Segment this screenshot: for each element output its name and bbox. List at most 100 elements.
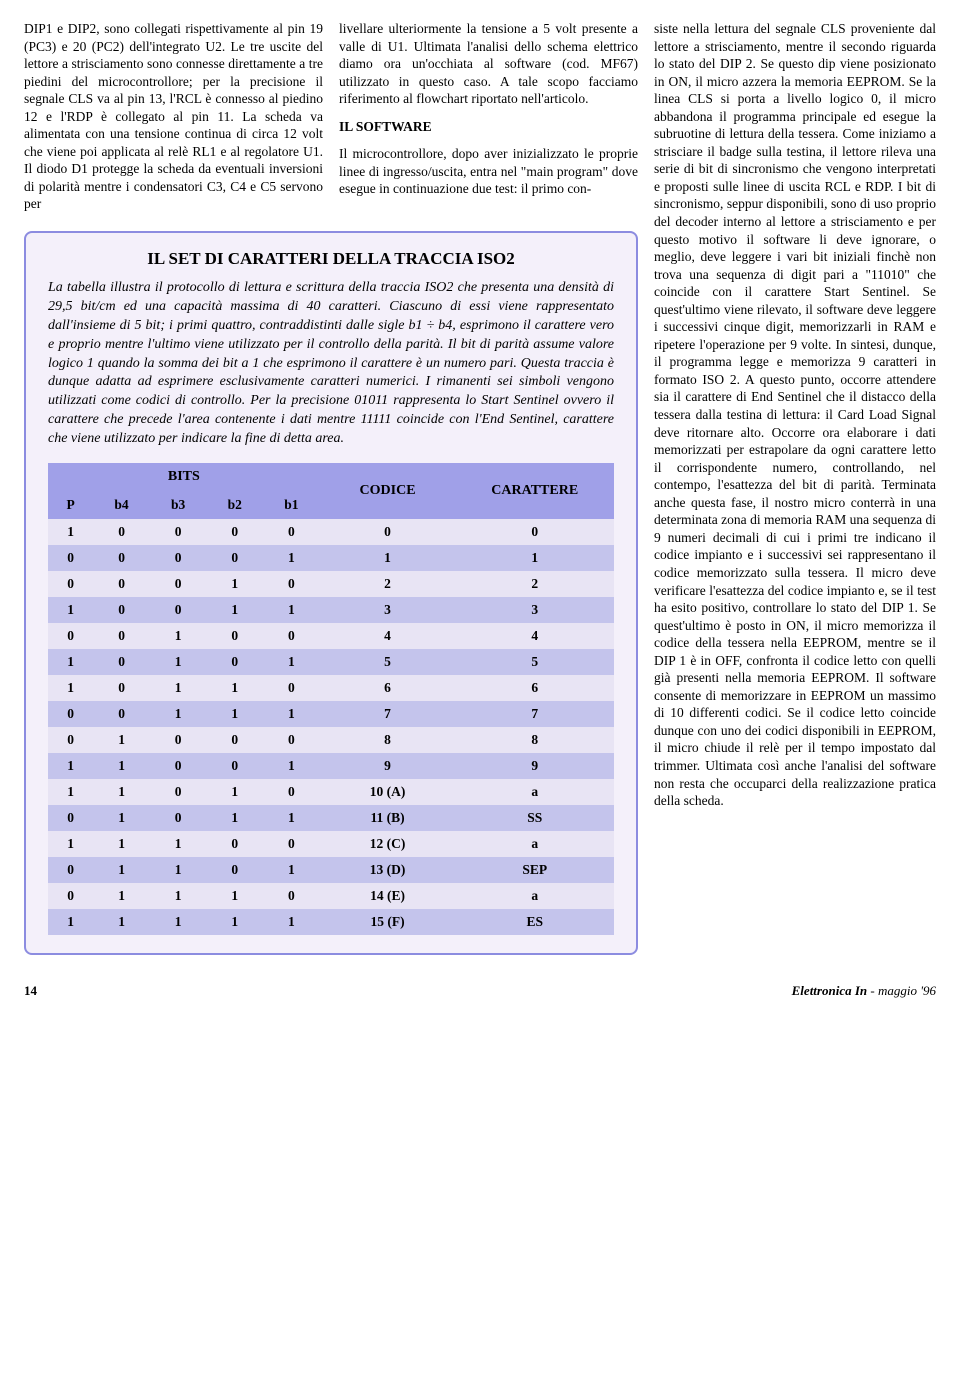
table-cell: 1 <box>263 753 320 779</box>
table-cell: 1 <box>150 857 207 883</box>
table-cell: 0 <box>93 597 150 623</box>
table-cell: 0 <box>93 519 150 545</box>
table-cell: 1 <box>48 649 93 675</box>
table-cell: 0 <box>455 519 614 545</box>
table-cell: 0 <box>206 831 263 857</box>
table-cell: 1 <box>48 909 93 935</box>
table-cell: 5 <box>455 649 614 675</box>
table-row: 0100088 <box>48 727 614 753</box>
footer-issue: - maggio '96 <box>867 983 936 998</box>
table-cell: 10 (A) <box>320 779 456 805</box>
table-cell: 0 <box>150 519 207 545</box>
table-cell: 9 <box>455 753 614 779</box>
table-cell: 14 (E) <box>320 883 456 909</box>
table-cell: 0 <box>48 805 93 831</box>
table-cell: 0 <box>150 545 207 571</box>
table-cell: 1 <box>48 779 93 805</box>
table-cell: 1 <box>206 597 263 623</box>
table-body: 1000000000011100010221001133001004410101… <box>48 519 614 935</box>
table-cell: 0 <box>48 857 93 883</box>
table-row: 1001133 <box>48 597 614 623</box>
table-row: 1110012 (C)a <box>48 831 614 857</box>
table-cell: 1 <box>206 675 263 701</box>
footer-publication: Elettronica In - maggio '96 <box>792 983 936 999</box>
callout-intro: La tabella illustra il protocollo di let… <box>48 279 614 449</box>
col2-paragraph-1: livellare ulteriormente la tensione a 5 … <box>339 20 638 108</box>
table-cell: 1 <box>150 831 207 857</box>
page-footer: 14 Elettronica In - maggio '96 <box>24 983 936 999</box>
table-cell: 1 <box>263 805 320 831</box>
table-cell: 0 <box>206 623 263 649</box>
table-cell: a <box>455 779 614 805</box>
column-3: siste nella lettura del segnale CLS prov… <box>654 20 936 955</box>
th-carattere: CARATTERE <box>455 463 614 519</box>
table-cell: 2 <box>320 571 456 597</box>
table-row: 0111014 (E)a <box>48 883 614 909</box>
table-cell: 11 (B) <box>320 805 456 831</box>
table-cell: 1 <box>263 649 320 675</box>
table-cell: 13 (D) <box>320 857 456 883</box>
th-codice: CODICE <box>320 463 456 519</box>
table-row: 0011177 <box>48 701 614 727</box>
table-cell: 0 <box>93 545 150 571</box>
table-cell: 6 <box>455 675 614 701</box>
col2-paragraph-2: Il microcontrollore, dopo aver inizializ… <box>339 145 638 198</box>
col2-heading: IL SOFTWARE <box>339 118 638 136</box>
table-cell: 1 <box>93 857 150 883</box>
table-cell: 1 <box>48 675 93 701</box>
table-cell: 0 <box>48 701 93 727</box>
table-cell: 0 <box>150 727 207 753</box>
th-b3: b3 <box>150 491 207 519</box>
table-cell: 1 <box>455 545 614 571</box>
table-cell: 0 <box>206 519 263 545</box>
table-cell: 1 <box>48 753 93 779</box>
table-cell: 0 <box>93 623 150 649</box>
table-cell: 0 <box>263 883 320 909</box>
table-cell: 0 <box>206 753 263 779</box>
table-row: 1100199 <box>48 753 614 779</box>
table-cell: 1 <box>206 883 263 909</box>
table-cell: 1 <box>263 857 320 883</box>
table-cell: 1 <box>93 805 150 831</box>
table-row: 0110113 (D)SEP <box>48 857 614 883</box>
table-cell: 1 <box>320 545 456 571</box>
iso2-character-table: BITS CODICE CARATTERE P b4 b3 b2 b1 1000… <box>48 463 614 935</box>
col1-paragraph: DIP1 e DIP2, sono collegati rispettivame… <box>24 20 323 213</box>
table-cell: 0 <box>48 727 93 753</box>
table-cell: 0 <box>93 701 150 727</box>
table-cell: 1 <box>48 831 93 857</box>
table-cell: 0 <box>263 571 320 597</box>
table-cell: SS <box>455 805 614 831</box>
table-cell: 9 <box>320 753 456 779</box>
table-cell: 0 <box>206 727 263 753</box>
table-cell: 1 <box>150 909 207 935</box>
table-cell: 0 <box>263 779 320 805</box>
table-cell: 4 <box>455 623 614 649</box>
table-cell: 0 <box>263 519 320 545</box>
table-cell: 0 <box>48 883 93 909</box>
table-cell: 0 <box>150 597 207 623</box>
table-cell: 0 <box>93 571 150 597</box>
table-cell: 1 <box>206 779 263 805</box>
table-cell: 1 <box>48 519 93 545</box>
table-header-row-1: BITS CODICE CARATTERE <box>48 463 614 491</box>
table-cell: 1 <box>150 649 207 675</box>
table-cell: 0 <box>48 623 93 649</box>
table-cell: 1 <box>206 701 263 727</box>
th-p: P <box>48 491 93 519</box>
table-cell: 1 <box>93 831 150 857</box>
table-cell: 1 <box>263 545 320 571</box>
table-cell: 0 <box>150 571 207 597</box>
table-cell: 0 <box>206 545 263 571</box>
table-cell: 1 <box>93 727 150 753</box>
text-columns: DIP1 e DIP2, sono collegati rispettivame… <box>24 20 638 213</box>
th-b2: b2 <box>206 491 263 519</box>
table-row: 1111115 (F)ES <box>48 909 614 935</box>
table-row: 1011066 <box>48 675 614 701</box>
table-cell: 15 (F) <box>320 909 456 935</box>
table-cell: 1 <box>263 597 320 623</box>
table-cell: 5 <box>320 649 456 675</box>
table-cell: 1 <box>93 909 150 935</box>
table-cell: a <box>455 831 614 857</box>
table-cell: 8 <box>320 727 456 753</box>
